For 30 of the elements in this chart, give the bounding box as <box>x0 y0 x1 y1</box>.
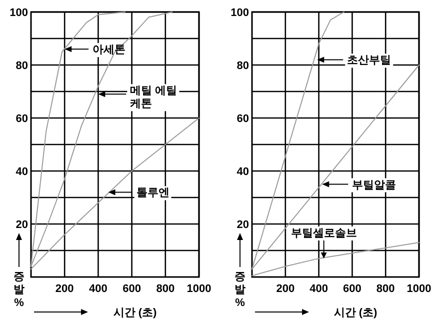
y-tick-label: 60 <box>236 113 249 125</box>
y-axis-title: 증발 % <box>234 271 246 309</box>
x-tick-label: 600 <box>122 283 141 295</box>
annotation: 초산부틸 <box>347 54 392 67</box>
x-tick-label: 400 <box>310 283 328 295</box>
y-tick-label: 20 <box>16 219 28 231</box>
y-tick-label: 20 <box>236 219 249 231</box>
x-tick-label: 600 <box>343 283 362 295</box>
y-tick-label: 100 <box>230 7 249 19</box>
y-tick-label: 80 <box>236 60 249 72</box>
x-axis-title: 시간 (초) <box>113 307 158 319</box>
annotation: 부틸셀로솔브 <box>290 227 357 240</box>
x-tick-label: 200 <box>276 283 295 295</box>
annotation: 부틸알콜 <box>352 179 396 192</box>
x-tick-label: 1000 <box>406 283 432 295</box>
y-axis-title: 증발 % <box>14 271 24 309</box>
x-tick-label: 200 <box>55 283 74 295</box>
x-tick-label: 1000 <box>186 283 212 295</box>
x-axis-title: 시간 (초) <box>334 307 378 319</box>
y-tick-label: 40 <box>16 166 28 178</box>
y-tick-label: 40 <box>236 166 249 178</box>
y-tick-label: 100 <box>10 7 28 19</box>
x-tick-label: 800 <box>376 283 395 295</box>
x-tick-label: 400 <box>89 283 108 295</box>
annotation: 아세톤 <box>92 44 126 56</box>
annotation: 메틸 에틸 케톤 <box>129 85 178 110</box>
y-tick-label: 60 <box>16 113 28 125</box>
y-tick-label: 80 <box>16 60 28 72</box>
x-tick-label: 800 <box>156 283 175 295</box>
annotation: 톨루엔 <box>136 187 170 200</box>
